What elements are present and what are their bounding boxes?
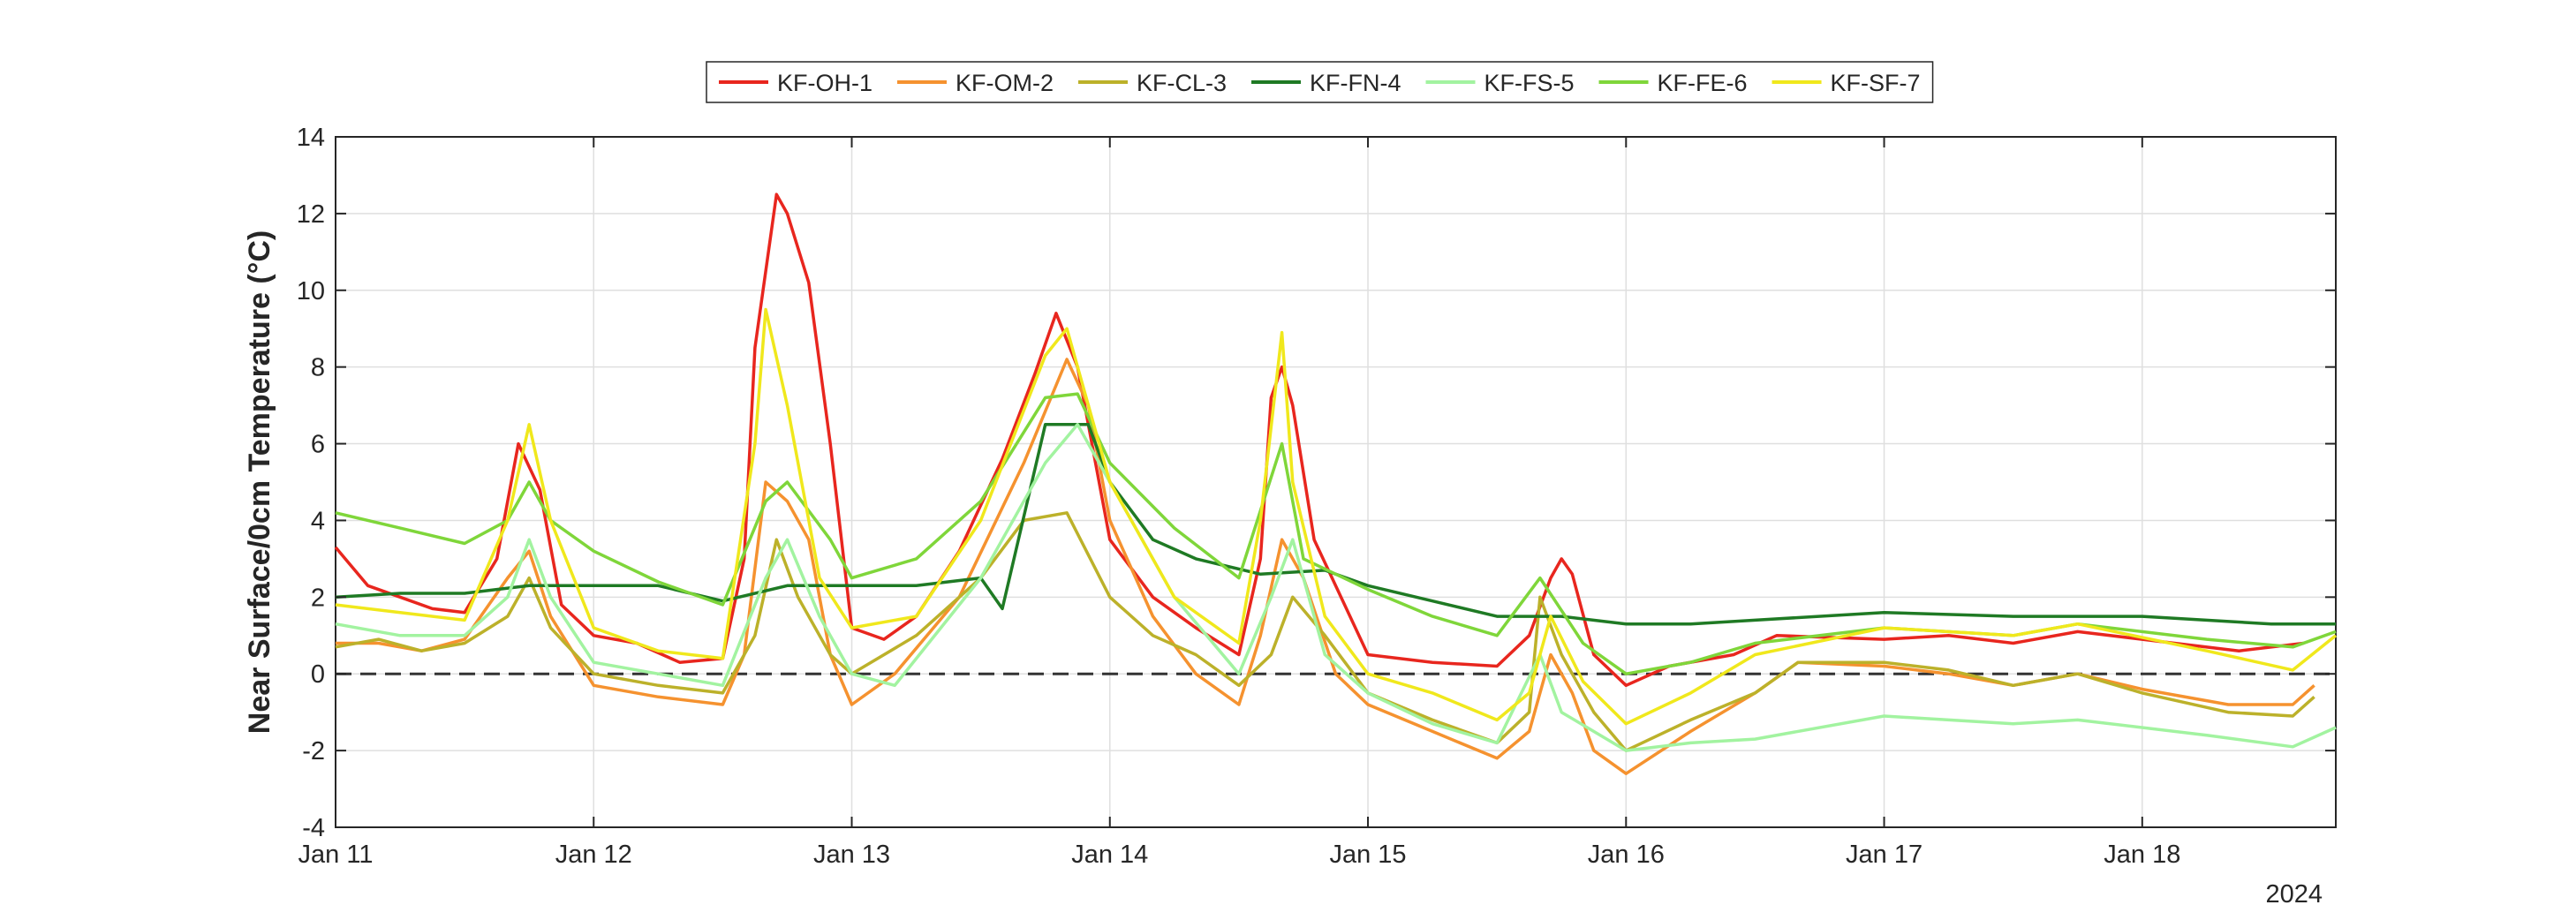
- series-line-kf-om-2: [336, 358, 2315, 775]
- series-line-kf-sf-7: [335, 307, 2338, 726]
- series-line-kf-cl-3: [335, 511, 2315, 752]
- legend-label-kf-fe-6: KF-FE-6: [1658, 70, 1748, 96]
- y-tick-label: 2: [311, 584, 325, 612]
- series-line-kf-fn-4: [335, 423, 2336, 626]
- y-tick-label: 12: [297, 200, 325, 229]
- y-axis: -4 -2 0 2 4 6 8 10 12 14: [297, 124, 2336, 842]
- x-tick-label: Jan 11: [298, 841, 374, 869]
- year-label: 2024: [2265, 880, 2323, 909]
- axes-box: [335, 136, 2337, 828]
- y-tick-label: 8: [311, 354, 325, 382]
- x-tick-label: Jan 15: [1329, 841, 1406, 869]
- y-tick-label: 14: [297, 124, 325, 152]
- x-axis: Jan 11 Jan 12 Jan 13 Jan 14 Jan 15 Jan 16 Jan …: [298, 137, 2180, 869]
- x-tick-label: Jan 16: [1588, 841, 1665, 869]
- series-line-kf-fe-6: [335, 392, 2337, 675]
- x-tick-label: Jan 17: [1846, 841, 1923, 869]
- y-tick-label: 10: [297, 277, 325, 305]
- series-line-kf-oh-1: [334, 192, 2304, 688]
- legend: KF-OH-1 KF-OM-2 KF-CL-3 KF-FN-4 KF-FS-5 KF-FE…: [706, 61, 1934, 103]
- legend-label-kf-oh-1: KF-OH-1: [777, 70, 873, 96]
- y-tick-label: 6: [311, 431, 325, 459]
- y-tick-label: -2: [302, 737, 325, 765]
- legend-label-kf-fs-5: KF-FS-5: [1484, 70, 1575, 96]
- y-tick-label: -4: [302, 814, 325, 842]
- x-tick-label: Jan 14: [1071, 841, 1148, 869]
- y-tick-label: 4: [311, 507, 325, 535]
- y-tick-label: 0: [311, 660, 325, 689]
- legend-label-kf-fn-4: KF-FN-4: [1310, 70, 1401, 96]
- x-tick-label: Jan 18: [2104, 841, 2180, 869]
- series-layer: [334, 192, 2338, 775]
- x-tick-label: Jan 12: [555, 841, 632, 869]
- y-axis-label: Near Surface/0cm Temperature (°C): [243, 230, 276, 734]
- legend-label-kf-om-2: KF-OM-2: [956, 70, 1054, 96]
- plot-area: [335, 136, 2337, 828]
- x-tick-label: Jan 13: [813, 841, 890, 869]
- legend-label-kf-cl-3: KF-CL-3: [1137, 70, 1227, 96]
- legend-label-kf-sf-7: KF-SF-7: [1831, 70, 1921, 96]
